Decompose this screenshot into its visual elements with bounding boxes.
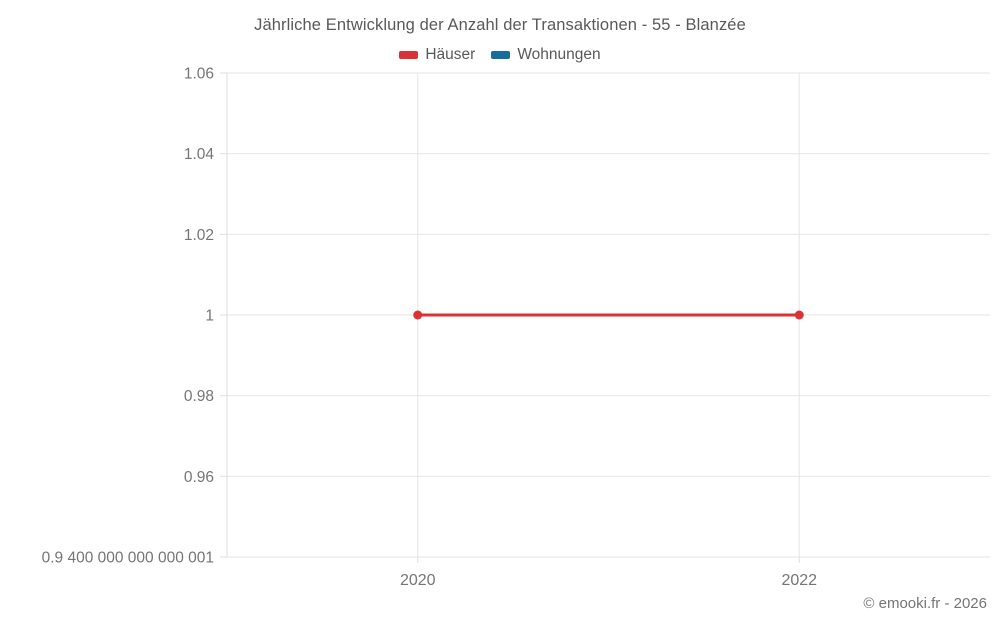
y-tick-label: 1.06 — [184, 66, 214, 83]
x-tick-label: 2020 — [400, 572, 436, 589]
y-tick-label: 1.04 — [184, 146, 215, 163]
legend-swatch-wohnungen-icon — [491, 51, 511, 59]
chart-title: Jährliche Entwicklung der Anzahl der Tra… — [254, 16, 746, 34]
y-tick-label: 0.96 — [184, 469, 214, 486]
legend-label-wohnungen: Wohnungen — [517, 46, 601, 63]
legend-item-wohnungen[interactable]: Wohnungen — [491, 46, 601, 64]
data-point[interactable] — [794, 310, 804, 320]
copyright-text: © emooki.fr - 2026 — [863, 595, 987, 612]
data-point[interactable] — [413, 310, 423, 320]
legend-swatch-haeuser-icon — [399, 51, 419, 59]
y-tick-label: 0.98 — [184, 388, 214, 405]
chart-legend: Häuser Wohnungen — [0, 46, 1000, 64]
x-tick-label: 2022 — [781, 572, 817, 589]
legend-label-haeuser: Häuser — [425, 46, 476, 63]
y-tick-label: 1.02 — [184, 227, 214, 244]
y-tick-label: 0.9 400 000 000 000 001 — [42, 550, 214, 567]
y-tick-label: 1 — [205, 308, 214, 325]
legend-item-haeuser[interactable]: Häuser — [399, 46, 475, 64]
